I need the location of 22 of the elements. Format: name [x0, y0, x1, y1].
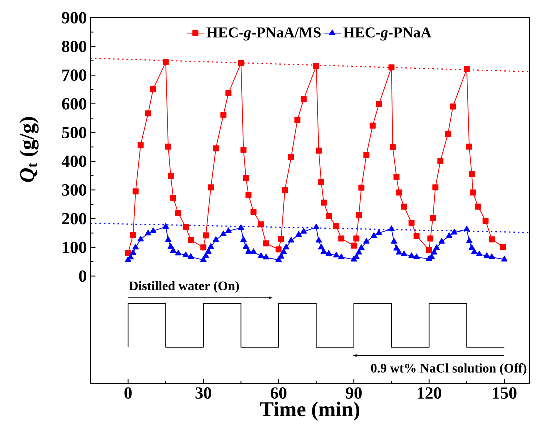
annotation: Distilled water (On): [129, 281, 240, 294]
y-tick-label: 0: [79, 270, 87, 282]
legend-label: HEC-g-PNaA: [344, 28, 432, 41]
x-tick-label: 60: [270, 388, 287, 399]
x-tick-label: 120: [418, 388, 442, 399]
legend-label: HEC-g-PNaA/MS: [206, 28, 321, 41]
x-tick-label: 90: [346, 388, 362, 399]
x-tick-label: 0: [124, 388, 132, 399]
y-tick-label: 900: [62, 12, 87, 24]
y-tick-label: 100: [63, 242, 87, 254]
x-tick-label: 30: [196, 388, 212, 399]
y-tick-label: 500: [62, 127, 87, 139]
y-tick-label: 600: [62, 98, 87, 110]
y-axis-title: Q$_{t}$ (g/g): [20, 117, 39, 182]
y-tick-label: 400: [62, 156, 87, 168]
y-tick-label: 800: [62, 40, 87, 52]
y-tick-label: 300: [62, 184, 87, 196]
x-tick-label: 150: [493, 388, 517, 399]
x-axis-title: Time (min): [260, 402, 360, 421]
annotation: 0.9 wt% NaCl solution (Off): [371, 364, 527, 376]
y-tick-label: 200: [62, 213, 87, 225]
y-tick-label: 700: [62, 70, 87, 82]
